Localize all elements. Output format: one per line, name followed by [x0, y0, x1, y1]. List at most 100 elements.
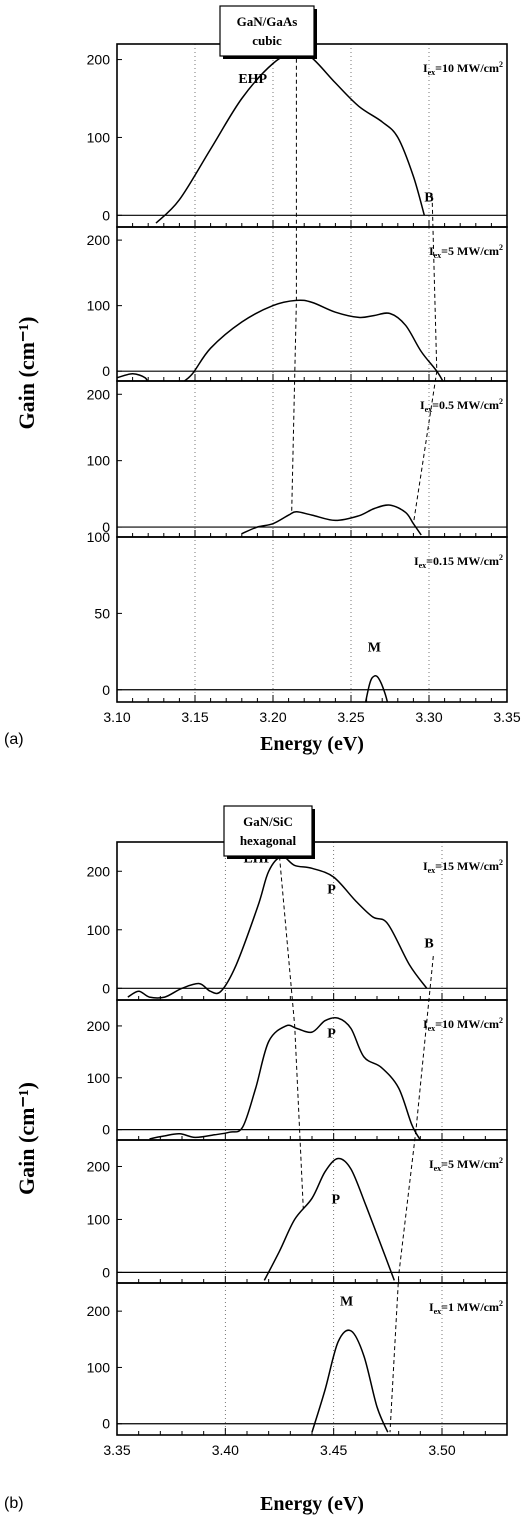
intensity-superscript: 2	[499, 60, 503, 69]
y-axis-label: Gain (cm⁻¹)	[14, 1082, 39, 1195]
y-tick-label: 0	[102, 682, 110, 698]
y-tick-label: 200	[87, 52, 111, 68]
y-tick-label: 100	[87, 529, 111, 545]
intensity-label: Iex=10 MW/cm2	[423, 60, 503, 77]
intensity-prefix: I	[423, 61, 428, 75]
panel-3: 0 100 200 Iex=0.5 MW/cm2	[87, 380, 508, 538]
panel-1: 0 100 200 Iex=10 MW/cm2 EHP B	[87, 43, 508, 228]
y-tick-label: 200	[87, 232, 111, 248]
intensity-label: Iex=1 MW/cm2	[429, 1299, 503, 1316]
peak-label: P	[327, 882, 336, 897]
intensity-prefix: I	[429, 244, 434, 258]
x-axis-label: Energy (eV)	[260, 733, 364, 755]
panel-4: 0 50 100 Iex=0.15 MW/cm2 M	[87, 529, 508, 703]
y-tick-label: 200	[87, 863, 111, 879]
intensity-label: Iex=5 MW/cm2	[429, 1156, 503, 1173]
sample-label: GaN/GaAs	[237, 14, 298, 29]
dashed-guide-b	[412, 195, 438, 524]
dashed-guide-b	[389, 956, 434, 1433]
x-tick-label: 3.30	[415, 709, 442, 725]
figure-label: (a)	[4, 731, 24, 748]
panel-2: 0 100 200 Iex=10 MW/cm2 P	[87, 999, 508, 1141]
x-tick-label: 3.15	[181, 709, 208, 725]
panel-frame	[116, 536, 508, 703]
peak-label: B	[424, 936, 433, 951]
gain-curve	[117, 373, 149, 381]
intensity-superscript: 2	[499, 1016, 503, 1025]
gain-curve	[155, 50, 426, 224]
intensity-superscript: 2	[499, 858, 503, 867]
intensity-superscript: 2	[499, 243, 503, 252]
y-tick-label: 50	[94, 605, 110, 621]
sample-label: GaN/SiC	[243, 814, 293, 829]
y-tick-label: 0	[102, 980, 110, 996]
y-tick-label: 200	[87, 1018, 111, 1034]
x-tick-label: 3.10	[103, 709, 130, 725]
intensity-value: =1 MW/cm	[441, 1300, 499, 1314]
x-tick-label: 3.20	[259, 709, 286, 725]
x-axis-label: Energy (eV)	[260, 1493, 364, 1515]
gain-curve	[364, 675, 389, 702]
gain-curve	[263, 1157, 396, 1281]
intensity-subscript: ex	[434, 1164, 442, 1173]
x-tick-label: 3.35	[493, 709, 520, 725]
sample-box	[219, 5, 315, 57]
sample-box	[223, 805, 313, 857]
gain-curve	[241, 504, 422, 536]
intensity-value: =5 MW/cm	[441, 1157, 499, 1171]
x-tick-label: 3.35	[103, 1442, 130, 1458]
gain-curve	[127, 855, 428, 999]
intensity-subscript: ex	[434, 251, 442, 260]
peak-label: P	[327, 1026, 336, 1041]
intensity-prefix: I	[414, 554, 419, 568]
x-tick-label: 3.45	[320, 1442, 347, 1458]
intensity-value: =0.15 MW/cm	[426, 554, 499, 568]
y-tick-label: 100	[87, 1211, 111, 1227]
intensity-subscript: ex	[428, 866, 436, 875]
x-tick-label: 3.50	[428, 1442, 455, 1458]
peak-label: M	[368, 641, 381, 656]
intensity-subscript: ex	[434, 1307, 442, 1316]
y-tick-label: 200	[87, 1303, 111, 1319]
gain-curve	[183, 299, 444, 381]
x-tick-label: 3.40	[212, 1442, 239, 1458]
gain-curve	[311, 1329, 389, 1433]
intensity-value: =0.5 MW/cm	[432, 398, 499, 412]
y-tick-label: 200	[87, 386, 111, 402]
intensity-value: =5 MW/cm	[441, 244, 499, 258]
intensity-subscript: ex	[428, 68, 436, 77]
intensity-prefix: I	[423, 1017, 428, 1031]
x-tick-label: 3.25	[337, 709, 364, 725]
intensity-label: Iex=0.15 MW/cm2	[414, 553, 503, 570]
y-tick-label: 0	[102, 1264, 110, 1280]
y-tick-label: 0	[102, 207, 110, 223]
intensity-prefix: I	[429, 1157, 434, 1171]
intensity-label: Iex=0.5 MW/cm2	[420, 397, 503, 414]
y-tick-label: 0	[102, 519, 110, 535]
intensity-superscript: 2	[499, 1156, 503, 1165]
intensity-subscript: ex	[428, 1024, 436, 1033]
figure-label: (b)	[4, 1495, 24, 1512]
intensity-prefix: I	[423, 859, 428, 873]
y-tick-label: 100	[87, 922, 111, 938]
intensity-subscript: ex	[425, 405, 433, 414]
y-tick-label: 200	[87, 1158, 111, 1174]
y-tick-label: 100	[87, 129, 111, 145]
y-tick-label: 0	[102, 1416, 110, 1432]
peak-label: EHP	[238, 72, 267, 87]
peak-label: P	[332, 1193, 341, 1208]
sample-label: hexagonal	[240, 833, 297, 848]
gain-curve	[149, 1016, 421, 1140]
y-tick-label: 0	[102, 363, 110, 379]
intensity-subscript: ex	[419, 561, 427, 570]
intensity-label: Iex=10 MW/cm2	[423, 1016, 503, 1033]
peak-label: M	[340, 1295, 353, 1310]
dashed-guide-ehp	[291, 51, 297, 512]
dashed-guide-ehp	[279, 856, 304, 1209]
y-tick-label: 0	[102, 1122, 110, 1138]
intensity-superscript: 2	[499, 553, 503, 562]
